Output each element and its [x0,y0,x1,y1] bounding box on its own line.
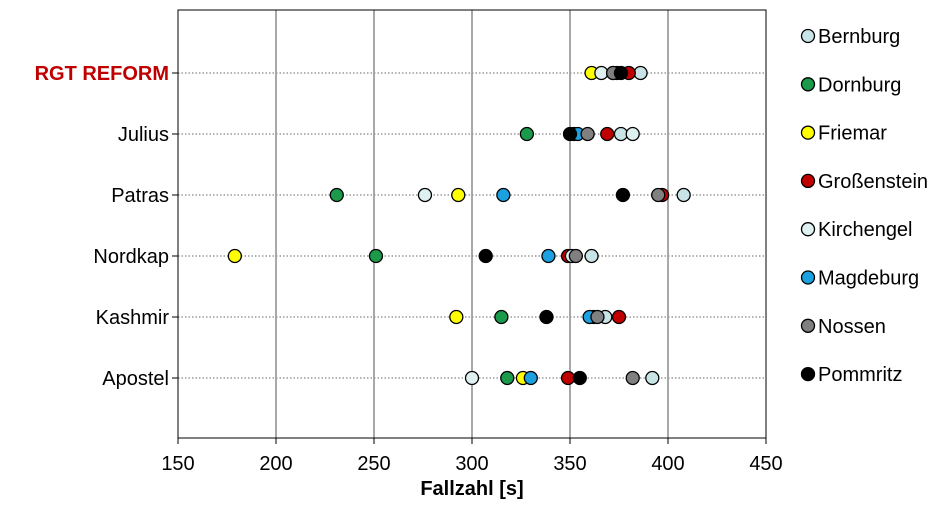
point-nossen-julius [580,126,595,142]
point-bernburg-patras [676,187,691,203]
data-points [227,65,691,386]
point-bernburg-rgt-reform [633,65,648,81]
point-magdeburg-patras [496,187,511,203]
point-pommritz-rgt-reform [613,65,629,81]
point-friemar-patras [451,187,466,203]
point-kirchengel-julius [625,126,640,142]
legend-marker-magdeburg [800,270,816,285]
point-grossenstein-julius [600,126,615,142]
point-friemar-nordkap [227,248,242,264]
point-pommritz-kashmir [539,309,554,325]
legend: Bernburg Dornburg Friemar Großenstein Kirche… [800,26,928,386]
y-axis-categories: RGT REFORM Julius Patras Nordkap Kashmir Apos… [35,63,170,390]
grid [275,10,669,438]
point-dornburg-kashmir [494,309,509,325]
point-nossen-apostel [625,370,640,386]
category-label-patras: Patras [111,185,169,207]
legend-label-nossen: Nossen [818,316,886,338]
legend-marker-grossenstein [800,173,816,189]
tick-label-450: 450 [749,453,782,475]
category-label-nordkap: Nordkap [93,246,169,268]
category-label-apostel: Apostel [102,368,169,390]
point-kirchengel-patras [417,187,433,203]
point-nossen-nordkap [568,248,584,264]
point-pommritz-patras [615,187,631,203]
legend-marker-nossen [800,318,816,333]
point-pommritz-julius [562,126,578,142]
legend-marker-bernburg [800,28,816,44]
point-nossen-kashmir [590,309,605,325]
category-label-kashmir: Kashmir [96,307,170,329]
point-nossen-patras [651,187,666,203]
point-pommritz-nordkap [478,248,493,264]
legend-marker-kirchengel [800,222,816,237]
point-dornburg-nordkap [368,248,384,264]
x-axis-ticks: 150 200 250 300 350 400 450 [161,438,783,475]
point-grossenstein-kashmir [611,309,627,325]
legend-label-pommritz: Pommritz [818,364,902,386]
point-magdeburg-apostel [523,370,538,386]
point-kirchengel-rgt-reform [594,65,609,81]
x-axis-title: Fallzahl [s] [420,478,523,500]
tick-label-250: 250 [357,453,390,475]
category-label-julius: Julius [118,124,169,146]
category-rows [172,72,766,379]
point-dornburg-patras [329,187,344,203]
legend-marker-friemar [800,125,816,140]
tick-label-200: 200 [259,453,292,475]
tick-label-300: 300 [455,453,488,475]
legend-label-kirchengel: Kirchengel [818,219,913,241]
legend-marker-pommritz [800,366,816,382]
point-grossenstein-apostel [560,370,576,386]
point-friemar-kashmir [449,309,464,325]
point-kirchengel-apostel [464,370,480,386]
tick-label-400: 400 [651,453,684,475]
legend-label-grossenstein: Großenstein [818,171,928,193]
point-bernburg-nordkap [584,248,599,264]
tick-label-150: 150 [161,453,194,475]
point-bernburg-apostel [645,370,660,386]
point-magdeburg-nordkap [541,248,556,264]
point-dornburg-julius [519,126,535,142]
legend-label-magdeburg: Magdeburg [818,268,919,290]
point-dornburg-apostel [500,370,515,386]
point-bernburg-julius [613,126,629,142]
legend-marker-dornburg [800,77,816,92]
legend-label-dornburg: Dornburg [818,74,901,96]
point-pommritz-apostel [572,370,587,386]
legend-label-friemar: Friemar [818,123,887,145]
category-label-rgt-reform: RGT REFORM [35,63,169,85]
legend-label-bernburg: Bernburg [818,26,900,48]
tick-label-350: 350 [553,453,586,475]
